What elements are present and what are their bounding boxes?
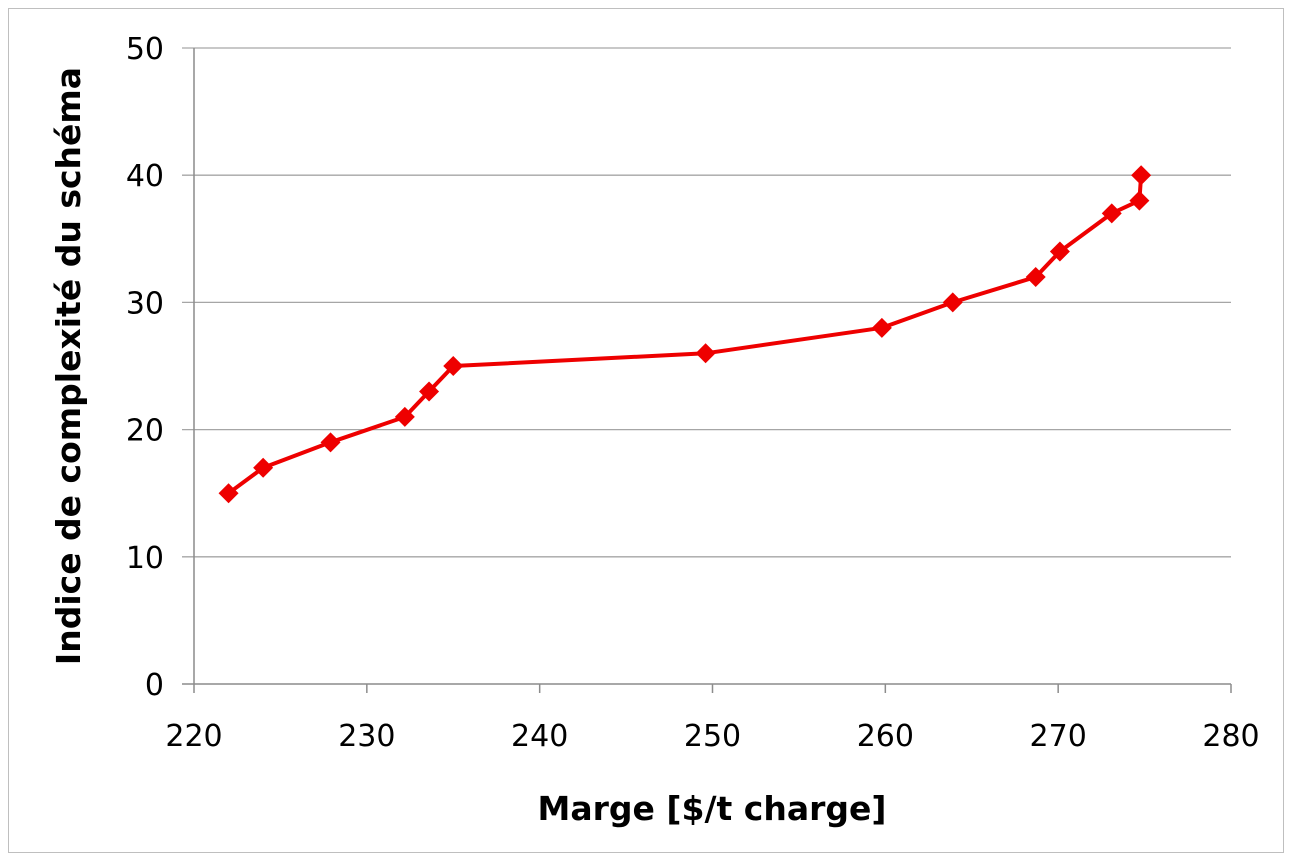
data-point-marker [1129,190,1150,211]
tick-labels: 0 10 20 30 40 50 220 230 240 250 260 270 280 [126,32,1260,754]
data-point-marker [443,356,464,376]
x-tick-label: 220 [165,719,222,754]
data-point-marker [1131,165,1152,186]
data-point-marker [942,292,963,313]
data-point-marker [419,381,440,402]
x-tick-label: 260 [857,719,914,754]
x-axis-title: Marge [$/t charge] [538,789,887,828]
y-tick-label: 10 [126,541,164,576]
axes [182,48,1232,693]
y-axis-title: Indice de complexité du schéma [49,67,88,665]
y-tick-label: 50 [126,32,164,67]
data-point-marker [218,483,239,504]
x-tick-label: 240 [511,719,568,754]
y-tick-label: 30 [126,286,164,321]
y-tick-label: 20 [126,414,164,449]
chart-frame [8,8,1284,853]
data-point-marker [871,317,892,338]
gridlines [182,47,1231,558]
data-point-marker [320,432,341,453]
series-line [227,175,1144,495]
x-tick-label: 250 [684,719,741,754]
data-point-marker [695,343,716,364]
data-point-marker [394,406,415,427]
series-layer [218,165,1152,504]
data-point-marker [253,457,274,478]
x-tick-label: 280 [1202,719,1259,754]
data-point-marker [1101,203,1122,224]
data-point-marker [1025,266,1046,287]
y-tick-label: 0 [145,668,164,703]
data-point-marker [1049,241,1070,262]
y-tick-label: 40 [126,159,164,194]
x-tick-label: 230 [338,719,395,754]
x-tick-label: 270 [1030,719,1087,754]
